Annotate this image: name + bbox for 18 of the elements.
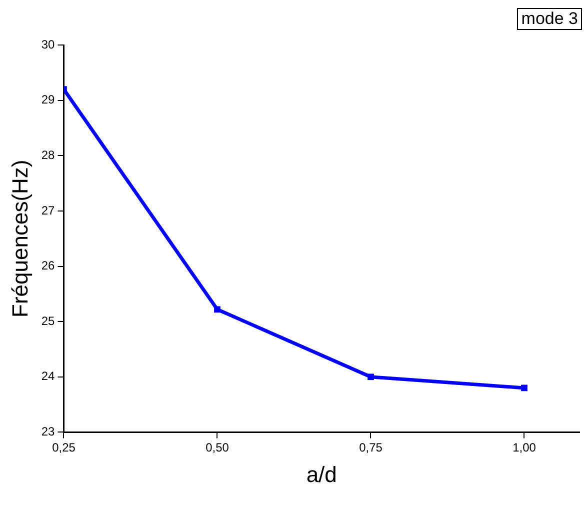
y-tick-label: 29 [41,92,56,107]
point [368,374,374,380]
y-tick-label: 28 [41,148,56,162]
point [521,384,528,392]
point [214,306,220,313]
text: mode 3 [517,8,582,30]
y-tick-label: 23 [41,424,56,439]
y-tick-label: 26 [41,258,56,273]
y-tick-label: 24 [41,369,56,384]
y-tick-label: 30 [41,37,56,52]
x-axis-title: a/d [306,462,337,487]
x-tick-label: 0,25 [52,440,76,455]
y-axis-title: Fréquences(Hz) [7,160,32,318]
x-tick-label: 0,75 [359,440,383,455]
x-tick-label: 1,00 [512,440,536,455]
y-tick-label: 25 [41,314,56,328]
x-tick-label: 0,50 [206,440,230,455]
y-tick-label: 27 [41,203,56,218]
